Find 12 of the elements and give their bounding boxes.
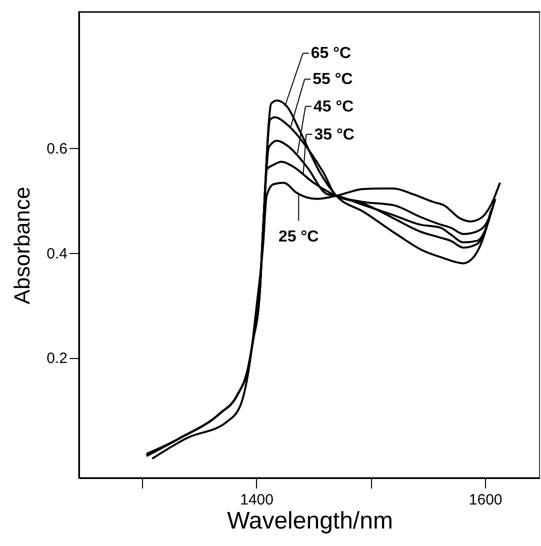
x-tick-label: 1400 xyxy=(240,492,274,508)
annotation: 55 °C xyxy=(312,71,354,88)
y-tick-label: 0.4 xyxy=(46,245,68,262)
y-axis-title: Absorbance xyxy=(10,186,35,304)
y-tick-label: 0.2 xyxy=(46,350,68,368)
annotation: 35 °C xyxy=(314,126,355,144)
annotation: 45 °C xyxy=(313,98,354,116)
annotation: 25 °C xyxy=(278,228,320,246)
x-axis-title: Wavelength/nm xyxy=(227,508,393,534)
annotation: 65 °C xyxy=(310,45,352,62)
y-tick-label: 0.6 xyxy=(46,140,68,158)
x-tick-label: 1600 xyxy=(468,492,502,508)
